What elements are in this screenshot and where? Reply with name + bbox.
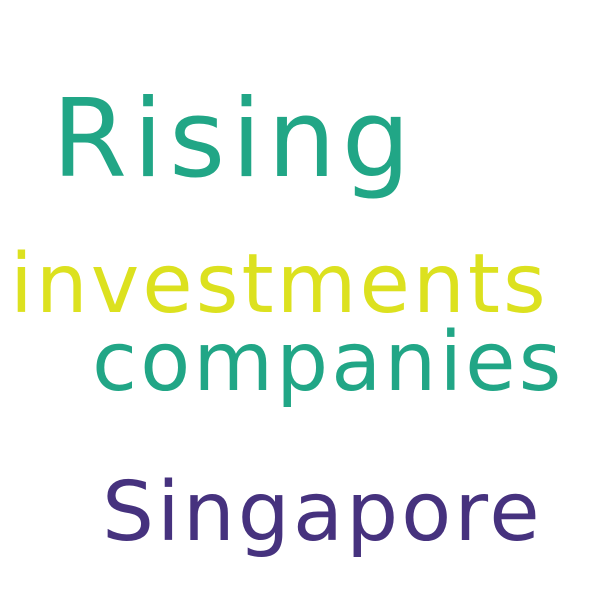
- word-singapore: Singapore: [102, 465, 543, 560]
- word-investments: investments: [10, 237, 549, 332]
- word-companies: companies: [92, 315, 565, 410]
- word-rising: Rising: [52, 77, 417, 202]
